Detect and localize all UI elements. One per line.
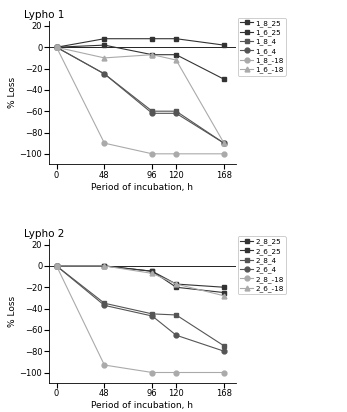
Text: Lypho 1: Lypho 1 [24, 10, 65, 20]
Legend: 2_8_25, 2_6_25, 2_8_4, 2_6_4, 2_8_-18, 2_6_-18: 2_8_25, 2_6_25, 2_8_4, 2_6_4, 2_8_-18, 2… [238, 236, 286, 294]
Legend: 1_8_25, 1_6_25, 1_8_4, 1_6_4, 1_8_-18, 1_6_-18: 1_8_25, 1_6_25, 1_8_4, 1_6_4, 1_8_-18, 1… [238, 18, 286, 75]
Y-axis label: % Loss: % Loss [8, 296, 17, 327]
X-axis label: Period of incubation, h: Period of incubation, h [91, 183, 193, 192]
Text: Lypho 2: Lypho 2 [24, 229, 65, 239]
Y-axis label: % Loss: % Loss [8, 77, 17, 108]
X-axis label: Period of incubation, h: Period of incubation, h [91, 401, 193, 410]
